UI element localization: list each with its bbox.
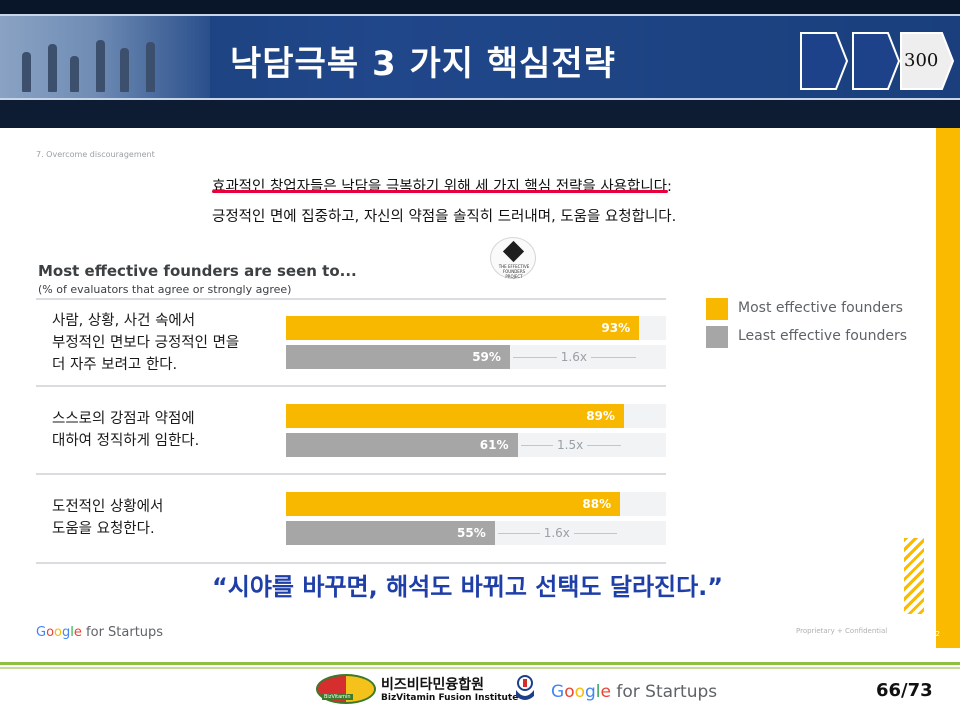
section-reference: 7. Overcome discouragement <box>36 150 155 159</box>
bar-value-label: 59% <box>472 350 501 364</box>
headline: 효과적인 창업자들은 낙담을 극복하기 위해 세 가지 핵심 전략을 사용합니다… <box>212 172 676 232</box>
photo-figure <box>22 52 31 92</box>
org-name-english: BizVitamin Fusion Institute <box>381 693 519 703</box>
chart-title: Most effective founders are seen to... <box>38 262 357 280</box>
page-title: 낙담극복 3 가지 핵심전략 <box>230 44 616 84</box>
logo-mark-icon <box>502 240 525 263</box>
bar-most-effective <box>286 492 621 516</box>
header-top-stripe <box>0 0 960 14</box>
chart-subtitle: (% of evaluators that agree or strongly … <box>38 283 292 296</box>
org-name-korean: 비즈비타민융합원 <box>381 677 485 693</box>
photo-figure <box>70 56 79 92</box>
photo-figure <box>120 48 129 92</box>
bar-value-label: 93% <box>601 321 631 335</box>
photo-figure <box>96 40 105 92</box>
emblem-icon <box>516 675 534 700</box>
photo-figure <box>48 44 57 92</box>
footer-line <box>0 662 960 665</box>
badge-number: 300 <box>904 50 939 71</box>
legend-label-most: Most effective founders <box>738 300 903 316</box>
bar-least-effective <box>286 521 495 545</box>
ratio-label: 1.6x <box>543 526 570 540</box>
bar-least-effective <box>286 345 511 369</box>
confidential-note: Proprietary + Confidential <box>796 627 888 635</box>
chevron-right-icon <box>852 32 900 90</box>
bar-least-effective <box>286 433 518 457</box>
headline-underline <box>212 190 668 193</box>
legend-swatch-least <box>706 326 728 348</box>
page-counter: 66/73 <box>876 680 933 701</box>
logo-text: THE EFFECTIVE FOUNDERS PROJECT <box>498 264 530 279</box>
ratio-label: 1.5x <box>557 438 584 452</box>
ratio-arrow-left-icon <box>498 533 540 534</box>
founders-project-logo: THE EFFECTIVE FOUNDERS PROJECT <box>490 237 536 279</box>
row-divider <box>36 385 666 387</box>
ratio-arrow-right-icon <box>587 445 622 446</box>
chevron-right-icon <box>800 32 848 90</box>
yellow-side-bar <box>936 128 960 648</box>
headline-line-2: 긍정적인 면에 집중하고, 자신의 약점을 솔직히 드러내며, 도움을 요청합니… <box>212 209 677 225</box>
quote-text: “시야를 바꾸면, 해석도 바뀌고 선택도 달라진다.” <box>212 573 724 601</box>
headline-line-1: 효과적인 창업자들은 낙담을 극복하기 위해 세 가지 핵심 전략을 사용합니다… <box>212 179 672 195</box>
row-divider <box>36 473 666 475</box>
legend-swatch-most <box>706 298 728 320</box>
row-label-line: 도움을 요청한다. <box>52 521 155 537</box>
bar-value-label: 55% <box>457 526 486 540</box>
footer-line <box>0 667 960 669</box>
ratio-arrow-left-icon <box>513 357 557 358</box>
row-label-line: 스스로의 강점과 약점에 <box>52 411 195 427</box>
header-lower-band <box>0 100 960 128</box>
decorative-hatch <box>904 538 924 614</box>
ratio-arrow-right-icon <box>573 533 618 534</box>
photo-figure <box>146 42 155 92</box>
bar-value-label: 89% <box>586 409 615 423</box>
bar-most-effective <box>286 316 640 340</box>
row-label-line: 더 자주 보려고 한다. <box>52 357 178 373</box>
row-label-line: 대하여 정직하게 임한다. <box>52 433 200 449</box>
bar-most-effective <box>286 404 625 428</box>
google-for-startups-footer-logo: Google for Startups <box>551 682 718 702</box>
row-label-line: 도전적인 상황에서 <box>52 499 164 515</box>
header-bar <box>0 0 960 128</box>
slide-number: 52 <box>931 630 940 638</box>
header-photo <box>0 16 210 98</box>
row-divider <box>36 298 666 300</box>
badge-shape <box>900 32 954 90</box>
row-label-line: 부정적인 면보다 긍정적인 면을 <box>52 335 240 351</box>
ratio-label: 1.6x <box>560 350 587 364</box>
google-for-startups-logo: Google for Startups <box>36 625 164 640</box>
bar-value-label: 61% <box>479 438 509 452</box>
legend-label-least: Least effective founders <box>738 328 908 344</box>
row-label-line: 사람, 상황, 사건 속에서 <box>52 313 196 329</box>
ratio-arrow-right-icon <box>590 357 637 358</box>
row-divider <box>36 562 666 564</box>
bizvitamin-logo-label: BizVitamin <box>322 694 353 700</box>
ratio-arrow-left-icon <box>520 445 553 446</box>
bar-value-label: 88% <box>582 497 612 511</box>
